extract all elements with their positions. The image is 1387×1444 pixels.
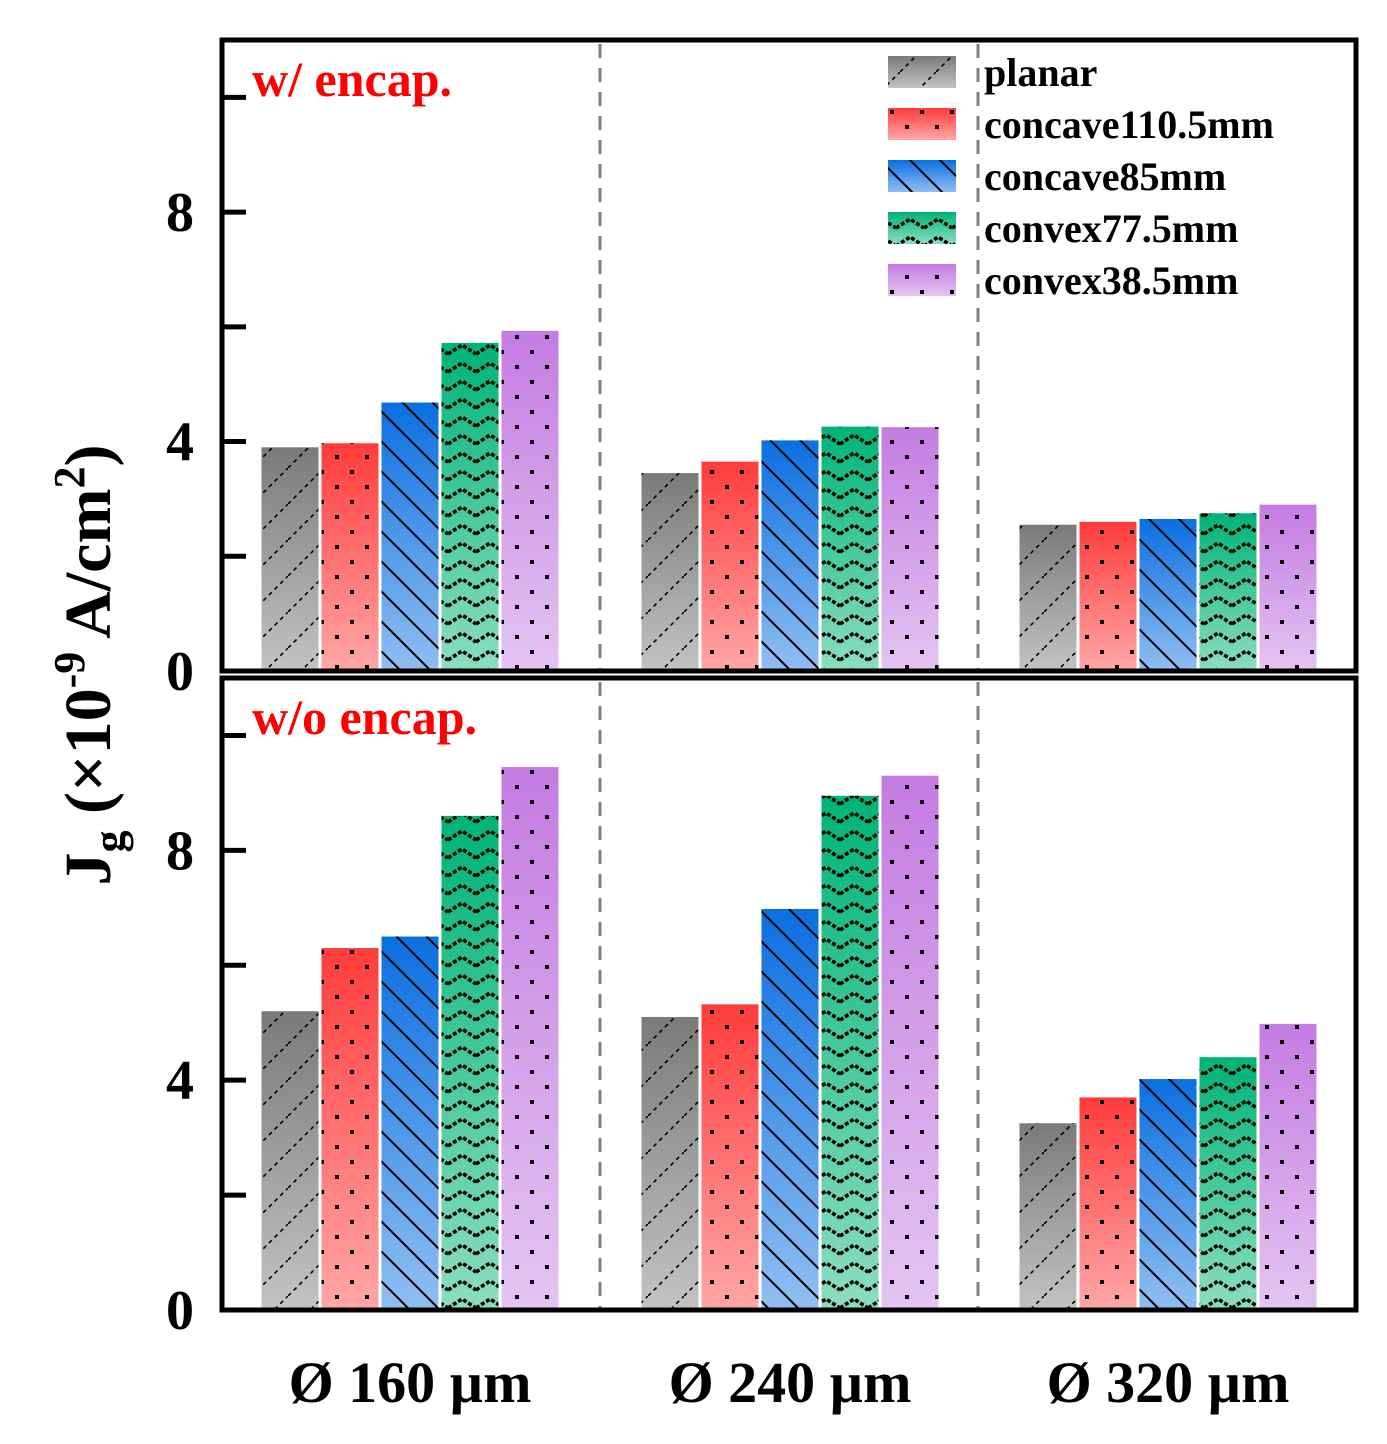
category-label: Ø 240 µm bbox=[669, 1350, 912, 1415]
legend: planar concave110.5mm concave85mm convex77.… bbox=[888, 50, 1274, 303]
panel-without-encap: 0 4 8 w/o encap. bbox=[166, 675, 1359, 1342]
legend-swatch-hatch bbox=[888, 160, 956, 192]
y-tick-label: 8 bbox=[166, 820, 194, 882]
bar-hatch-concave85mm-1 bbox=[761, 440, 819, 671]
legend-label: planar bbox=[984, 50, 1097, 95]
ylabel-unit-exp: 2 bbox=[45, 467, 94, 489]
legend-swatch-hatch bbox=[888, 264, 956, 296]
bar-hatch-concave110.5mm-1 bbox=[701, 461, 759, 671]
bar-hatch-convex38.5mm-0 bbox=[501, 767, 559, 1310]
bar-hatch-convex77.5mm-2 bbox=[1199, 513, 1257, 671]
legend-label: concave110.5mm bbox=[984, 102, 1274, 147]
legend-label: convex38.5mm bbox=[984, 258, 1238, 303]
ylabel-exp: -9 bbox=[45, 652, 94, 689]
y-tick-label: 8 bbox=[166, 182, 194, 244]
category-label: Ø 160 µm bbox=[289, 1350, 532, 1415]
bar-hatch-convex77.5mm-2 bbox=[1199, 1057, 1257, 1310]
bar-hatch-planar-2 bbox=[1019, 1123, 1077, 1310]
category-label: Ø 320 µm bbox=[1047, 1350, 1290, 1415]
bar-hatch-planar-0 bbox=[261, 1011, 319, 1310]
panel-with-encap: 0 4 8 w/ encap. bbox=[166, 37, 1359, 703]
bar-hatch-planar-0 bbox=[261, 447, 319, 671]
bar-hatch-concave110.5mm-0 bbox=[321, 948, 379, 1310]
bar-hatch-convex77.5mm-1 bbox=[821, 426, 879, 671]
bar-hatch-concave110.5mm-2 bbox=[1079, 1097, 1137, 1310]
legend-swatch-hatch bbox=[888, 108, 956, 140]
y-tick-label: 4 bbox=[166, 412, 194, 474]
legend-swatch-hatch bbox=[888, 56, 956, 88]
bar-hatch-planar-1 bbox=[641, 473, 699, 671]
bar-hatch-convex38.5mm-1 bbox=[881, 427, 939, 671]
panel-frame bbox=[219, 675, 1359, 1313]
y-tick-label: 0 bbox=[166, 641, 194, 703]
ylabel-mid: (×10 bbox=[52, 688, 125, 830]
panel-label: w/ encap. bbox=[252, 51, 452, 107]
bar-hatch-convex38.5mm-2 bbox=[1259, 504, 1317, 671]
bar-hatch-convex38.5mm-1 bbox=[881, 775, 939, 1310]
bar-hatch-concave85mm-1 bbox=[761, 908, 819, 1310]
y-tick-label: 4 bbox=[166, 1050, 194, 1112]
panel-frame bbox=[219, 37, 1359, 674]
bar-hatch-convex77.5mm-0 bbox=[441, 342, 499, 671]
y-axis-label: Jg (×10-9 A/cm2) bbox=[45, 445, 134, 886]
bar-hatch-concave85mm-2 bbox=[1139, 1079, 1197, 1310]
bar-hatch-concave110.5mm-1 bbox=[701, 1004, 759, 1310]
ylabel-sub: g bbox=[85, 830, 134, 852]
plot-area: 0 4 8 w/ encap. 0 4 8 w/o encap. Ø 160 µm Ø 240 µ… bbox=[166, 37, 1359, 1415]
ylabel-main: J bbox=[52, 852, 125, 885]
bar-hatch-convex77.5mm-0 bbox=[441, 815, 499, 1310]
ylabel-unit: A/cm bbox=[52, 489, 125, 652]
legend-label: convex77.5mm bbox=[984, 206, 1238, 251]
ylabel-close: ) bbox=[52, 445, 125, 467]
bar-hatch-concave110.5mm-0 bbox=[321, 443, 379, 671]
bar-hatch-concave85mm-2 bbox=[1139, 518, 1197, 671]
bar-hatch-planar-2 bbox=[1019, 524, 1077, 671]
bar-hatch-planar-1 bbox=[641, 1016, 699, 1310]
bar-hatch-concave85mm-0 bbox=[381, 936, 439, 1310]
panel-label: w/o encap. bbox=[252, 689, 477, 745]
bar-hatch-convex77.5mm-1 bbox=[821, 795, 879, 1310]
bar-hatch-convex38.5mm-0 bbox=[501, 330, 559, 671]
bar-hatch-convex38.5mm-2 bbox=[1259, 1023, 1317, 1310]
bar-hatch-concave110.5mm-2 bbox=[1079, 521, 1137, 671]
legend-swatch-hatch bbox=[888, 212, 956, 244]
y-tick-label: 0 bbox=[166, 1280, 194, 1342]
bar-hatch-concave85mm-0 bbox=[381, 402, 439, 671]
legend-label: concave85mm bbox=[984, 154, 1226, 199]
